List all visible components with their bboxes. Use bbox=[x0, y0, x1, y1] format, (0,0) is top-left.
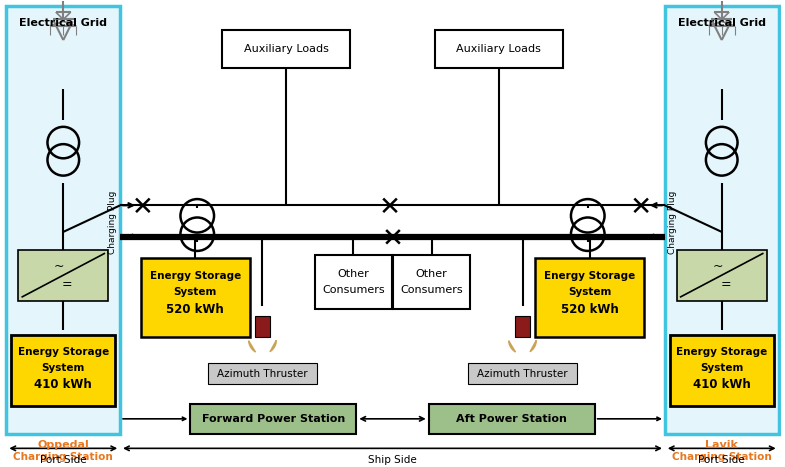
Text: 520 kWh: 520 kWh bbox=[560, 303, 619, 316]
Text: Port Side: Port Side bbox=[40, 455, 86, 465]
Bar bbox=[190, 404, 356, 433]
Bar bbox=[515, 316, 531, 337]
Text: =: = bbox=[62, 278, 72, 291]
Text: Electrical Grid: Electrical Grid bbox=[20, 18, 108, 28]
Bar bbox=[393, 255, 470, 309]
Bar bbox=[435, 30, 563, 68]
Bar bbox=[677, 249, 767, 301]
Text: System: System bbox=[173, 287, 217, 297]
Text: Charging Station: Charging Station bbox=[13, 452, 113, 462]
Text: ~: ~ bbox=[713, 260, 723, 272]
Text: System: System bbox=[42, 363, 85, 373]
Text: Azimuth Thruster: Azimuth Thruster bbox=[217, 368, 308, 379]
Bar bbox=[535, 258, 644, 337]
Text: Energy Storage: Energy Storage bbox=[676, 347, 768, 357]
Text: Electrical Grid: Electrical Grid bbox=[677, 18, 765, 28]
Polygon shape bbox=[256, 326, 269, 328]
Text: Forward Power Station: Forward Power Station bbox=[202, 414, 345, 424]
Text: Auxiliary Loads: Auxiliary Loads bbox=[456, 44, 541, 54]
Text: 410 kWh: 410 kWh bbox=[693, 378, 750, 391]
Text: 410 kWh: 410 kWh bbox=[35, 378, 92, 391]
Text: Charging Station: Charging Station bbox=[672, 452, 772, 462]
Bar bbox=[315, 255, 392, 309]
Polygon shape bbox=[516, 326, 529, 328]
Text: Energy Storage: Energy Storage bbox=[150, 271, 241, 281]
Text: Charging Plug: Charging Plug bbox=[668, 191, 677, 254]
Text: Charging Plug: Charging Plug bbox=[108, 191, 117, 254]
Text: 520 kWh: 520 kWh bbox=[166, 303, 225, 316]
Bar bbox=[18, 249, 108, 301]
Text: Aft Power Station: Aft Power Station bbox=[456, 414, 567, 424]
Bar bbox=[222, 30, 350, 68]
Bar bbox=[468, 363, 577, 384]
Text: Energy Storage: Energy Storage bbox=[544, 271, 635, 281]
Text: Other: Other bbox=[416, 269, 447, 279]
Text: Energy Storage: Energy Storage bbox=[17, 347, 109, 357]
Polygon shape bbox=[249, 341, 255, 352]
Bar bbox=[429, 404, 595, 433]
Text: Azimuth Thruster: Azimuth Thruster bbox=[477, 368, 568, 379]
Text: Auxiliary Loads: Auxiliary Loads bbox=[244, 44, 329, 54]
Bar bbox=[254, 316, 270, 337]
Text: System: System bbox=[568, 287, 612, 297]
Text: System: System bbox=[700, 363, 743, 373]
Polygon shape bbox=[530, 340, 536, 352]
Text: ~: ~ bbox=[54, 260, 64, 272]
Polygon shape bbox=[509, 341, 516, 352]
Text: Lavik: Lavik bbox=[705, 440, 738, 450]
Text: Ship Side: Ship Side bbox=[367, 455, 416, 465]
Text: Oppedal: Oppedal bbox=[38, 440, 89, 450]
Bar bbox=[6, 6, 120, 433]
Text: Consumers: Consumers bbox=[400, 285, 463, 295]
Text: Other: Other bbox=[338, 269, 369, 279]
Bar bbox=[208, 363, 317, 384]
Bar bbox=[670, 335, 774, 406]
Text: Port Side: Port Side bbox=[699, 455, 745, 465]
Bar bbox=[11, 335, 115, 406]
Bar bbox=[141, 258, 250, 337]
Bar bbox=[665, 6, 779, 433]
Text: =: = bbox=[721, 278, 731, 291]
Polygon shape bbox=[270, 340, 276, 352]
Text: Consumers: Consumers bbox=[322, 285, 385, 295]
